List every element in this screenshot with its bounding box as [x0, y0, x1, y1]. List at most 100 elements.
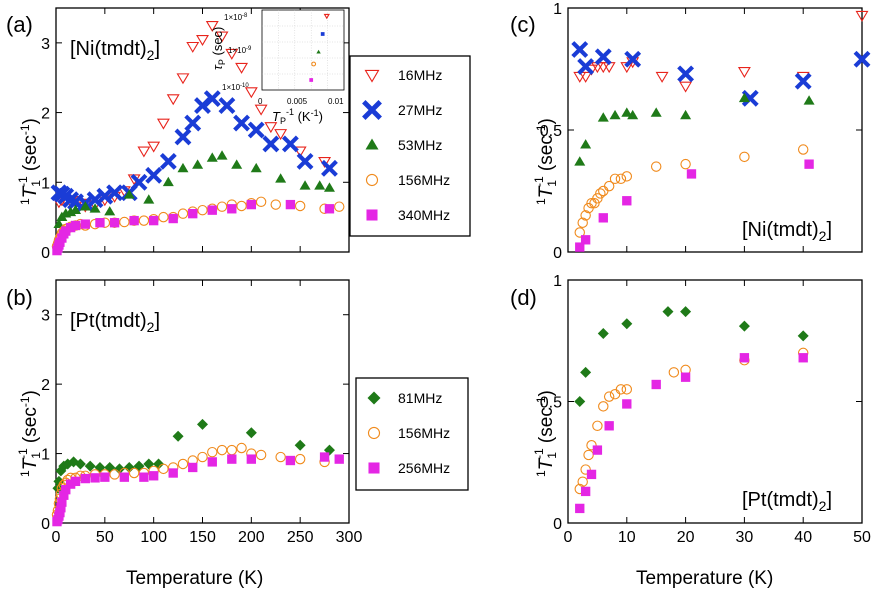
data-point [162, 176, 174, 187]
panel-c-compound-sub: 2 [819, 228, 827, 244]
data-point [679, 81, 693, 93]
inset-ytick-2-base: 1×10 [228, 46, 247, 55]
data-point [196, 34, 209, 46]
data-point [123, 461, 135, 473]
data-point [621, 318, 633, 330]
ylabel-a-pre: 1 [18, 198, 32, 205]
data-point [609, 109, 621, 120]
data-point [583, 449, 594, 461]
data-point [143, 458, 155, 470]
data-point [797, 144, 809, 155]
data-point [123, 189, 135, 199]
data-point [680, 109, 692, 120]
legend-label: 81MHz [398, 390, 442, 406]
legend-label: 156MHz [398, 425, 450, 441]
data-point [803, 95, 815, 105]
legend-label: 256MHz [398, 460, 450, 476]
xlabel-right: Temperature (K) [636, 568, 773, 589]
data-point [281, 135, 299, 153]
data-point [293, 146, 307, 158]
data-point [80, 219, 90, 229]
ytick-label: 1 [553, 1, 562, 18]
data-point [74, 458, 86, 470]
panel-d-compound-close: ] [826, 489, 832, 511]
data-point [323, 182, 335, 192]
panel-a-label: (a) [6, 12, 33, 37]
data-point [650, 161, 662, 172]
inset-xlabel-unit-sup: -1 [311, 108, 319, 118]
data-point [622, 399, 632, 409]
data-point [216, 150, 228, 160]
panel-d-points [574, 306, 809, 514]
data-point [90, 473, 100, 483]
inset-xtick-2: 0.005 [287, 97, 308, 106]
data-point [129, 215, 139, 226]
data-point [853, 50, 871, 68]
series-156MHz [574, 144, 809, 238]
data-point [314, 180, 326, 190]
data-point [598, 401, 609, 412]
ylabel-b-sup: -1 [16, 448, 30, 459]
series-340MHz [52, 199, 335, 256]
data-point [324, 204, 335, 214]
data-point [621, 384, 633, 395]
data-point [624, 50, 642, 68]
data-point [580, 366, 592, 378]
inset-xlabel: TP-1 (K-1) [272, 107, 323, 126]
panel-b-compound-main: [Pt(tmdt) [70, 310, 147, 332]
inset-ylabel-sub: P [217, 59, 227, 65]
inset-ytick-2: 1×10-9 [228, 46, 252, 55]
series-256MHz [52, 452, 344, 527]
xtick-label: 100 [140, 529, 167, 546]
data-point [738, 320, 750, 332]
data-point [236, 200, 247, 212]
data-point [575, 242, 585, 252]
data-point [61, 484, 71, 495]
data-point [109, 218, 120, 228]
series-53MHz [574, 92, 815, 166]
panel-d: (d) [Pt(tmdt)2] 00.510 10 20 30 40 50 [510, 273, 871, 546]
data-point [205, 21, 219, 33]
data-point [594, 48, 612, 66]
data-point [203, 90, 221, 108]
inset-ytick-3: 1×10-10 [222, 83, 249, 92]
legend-marker [365, 138, 379, 150]
panel-a-compound-sub: 2 [147, 47, 155, 63]
ylabel-left-top: 1T1-1 (sec-1) [16, 118, 43, 205]
inset-xlabel-t: T [272, 109, 281, 124]
data-point [184, 114, 202, 132]
data-point [174, 128, 192, 146]
ylabel-d-pre: 1 [534, 470, 548, 477]
legend-marker [367, 391, 381, 405]
data-point [651, 379, 661, 390]
data-point [168, 468, 178, 478]
data-point [603, 391, 615, 402]
ylabel-c-sub: 1 [545, 180, 559, 187]
legend-label: 16MHz [398, 67, 442, 83]
panel-a-compound-main: [Ni(tmdt) [70, 38, 147, 60]
ylabel-b-close: ) [20, 390, 41, 396]
data-point [216, 201, 228, 212]
data-point [104, 461, 116, 473]
xtick-label: 300 [336, 529, 363, 546]
inset-xlabel-unit: (K [294, 109, 311, 124]
data-point [319, 452, 330, 462]
panel-b-compound-close: ] [154, 310, 160, 332]
data-point [158, 211, 169, 223]
data-point [94, 461, 106, 473]
data-point [737, 67, 751, 79]
ylabel-b-unit: (sec [20, 407, 41, 448]
data-point [677, 65, 695, 83]
data-point [197, 418, 208, 430]
data-point [609, 173, 621, 185]
xtick-label: 0 [52, 529, 61, 546]
inset-ytick-3-exp: -10 [240, 83, 249, 89]
inset-xlabel-close: ) [319, 109, 323, 124]
data-point [59, 490, 69, 500]
data-point [274, 129, 288, 141]
data-point [294, 453, 306, 465]
data-point [225, 48, 239, 60]
panel-d-compound-main: [Pt(tmdt) [742, 489, 819, 511]
ytick-label: 0.5 [540, 123, 562, 140]
